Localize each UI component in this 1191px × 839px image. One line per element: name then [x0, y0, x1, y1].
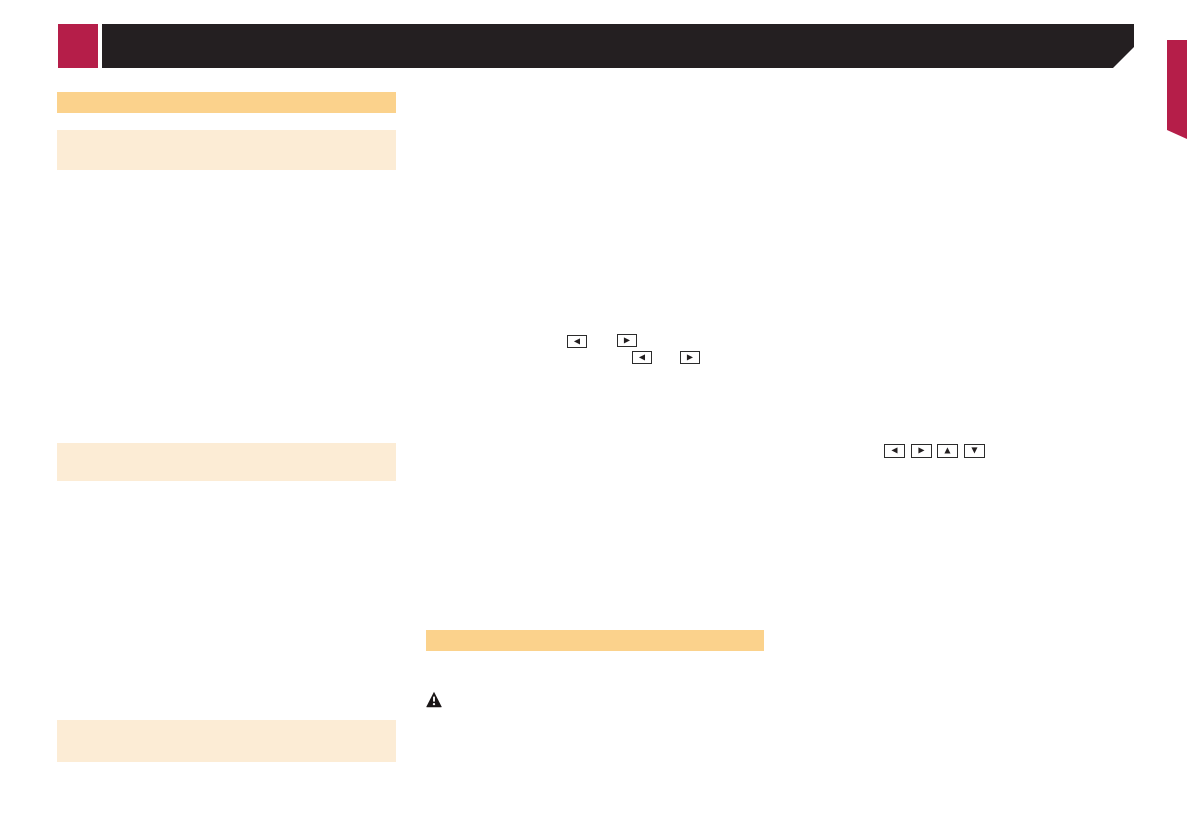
- warning-icon: [426, 691, 442, 708]
- down-arrow-button: ▼: [964, 444, 985, 458]
- subsection-heading-bar: [57, 130, 396, 170]
- left-triangle-icon: ◀: [891, 445, 898, 455]
- left-triangle-icon: ◀: [573, 336, 581, 345]
- right-arrow-button: ▶: [911, 444, 932, 458]
- chapter-side-tab-icon: [1167, 40, 1187, 139]
- section-heading-bar: [426, 630, 764, 651]
- right-triangle-icon: ▶: [686, 352, 694, 361]
- right-arrow-button: ▶: [617, 334, 637, 347]
- right-triangle-icon: ▶: [623, 335, 631, 344]
- left-triangle-icon: ◀: [638, 352, 646, 361]
- chapter-title-bar: [102, 24, 1134, 68]
- left-arrow-button: ◀: [884, 444, 905, 458]
- left-arrow-button: ◀: [567, 335, 587, 348]
- subsection-heading-bar: [57, 443, 396, 481]
- right-triangle-icon: ▶: [918, 445, 925, 455]
- chapter-number-square-icon: [58, 24, 98, 68]
- up-arrow-button: ▲: [937, 444, 958, 458]
- left-arrow-button: ◀: [632, 351, 652, 364]
- down-triangle-icon: ▼: [971, 445, 978, 455]
- section-heading-bar: [57, 92, 396, 113]
- right-arrow-button: ▶: [680, 351, 700, 364]
- up-triangle-icon: ▲: [944, 445, 951, 455]
- subsection-heading-bar: [57, 720, 396, 762]
